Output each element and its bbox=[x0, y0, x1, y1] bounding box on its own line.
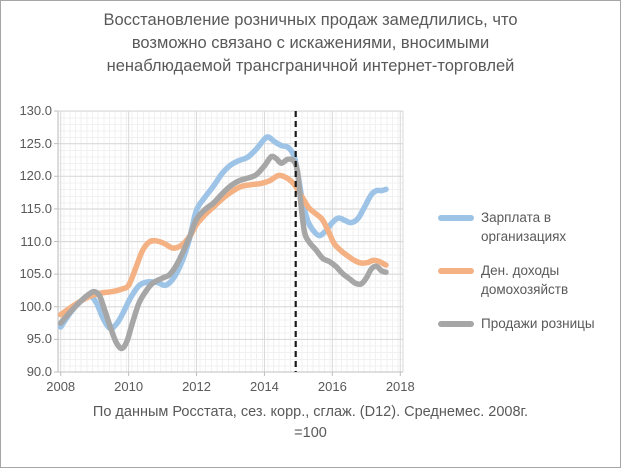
series-line-0 bbox=[57, 134, 389, 332]
legend-item-retail-sales: Продажи розницы bbox=[438, 314, 616, 333]
wages-series-label: Зарплата в организациях bbox=[481, 210, 567, 244]
y-tick-label: 125.0 bbox=[19, 135, 52, 151]
household-income-series-label: Ден. доходы домохозяйств bbox=[481, 263, 569, 297]
legend-item-wages: Зарплата в организациях bbox=[438, 208, 616, 246]
y-tick-label: 120.0 bbox=[19, 168, 52, 184]
y-tick-label: 130.0 bbox=[19, 103, 52, 118]
x-tick-label: 2016 bbox=[317, 379, 347, 394]
y-tick-label: 110.0 bbox=[20, 233, 52, 249]
chart-title-line-1: Восстановление розничных продаж замедлил… bbox=[103, 11, 518, 29]
y-tick-label: 105.0 bbox=[19, 266, 52, 282]
caption-line-1: По данным Росстата, сез. корр., сглаж. (… bbox=[92, 404, 529, 420]
x-tick-label: 2018 bbox=[385, 379, 415, 394]
chart-title: Восстановление розничных продаж замедлил… bbox=[21, 9, 600, 78]
legend-item-household-income: Ден. доходы домохозяйств bbox=[438, 261, 616, 299]
wages-series-swatch bbox=[438, 215, 474, 221]
retail-sales-series-swatch bbox=[438, 321, 474, 327]
x-tick-label: 2008 bbox=[46, 379, 76, 394]
chart-title-line-3: ненаблюдаемой трансграничной интернет-то… bbox=[106, 57, 515, 75]
chart-source-caption: По данным Росстата, сез. корр., сглаж. (… bbox=[21, 402, 600, 444]
household-income-series-swatch bbox=[438, 268, 474, 274]
x-tick-label: 2012 bbox=[182, 379, 211, 394]
y-tick-label: 90.0 bbox=[26, 364, 52, 379]
y-tick-label: 100.0 bbox=[19, 298, 52, 314]
caption-line-2: =100 bbox=[294, 425, 327, 441]
series-line-2 bbox=[57, 153, 389, 352]
y-tick-label: 95.0 bbox=[26, 331, 52, 347]
chart-legend: Зарплата в организациях Ден. доходы домо… bbox=[438, 208, 616, 348]
x-tick-label: 2014 bbox=[249, 379, 279, 394]
chart-title-line-2: возможно связано с искажениями, вносимым… bbox=[131, 34, 490, 52]
x-tick-label: 2010 bbox=[114, 379, 144, 394]
series-line-1 bbox=[57, 172, 389, 318]
y-tick-label: 115.0 bbox=[20, 200, 52, 216]
retail-sales-series-label: Продажи розницы bbox=[481, 316, 595, 331]
